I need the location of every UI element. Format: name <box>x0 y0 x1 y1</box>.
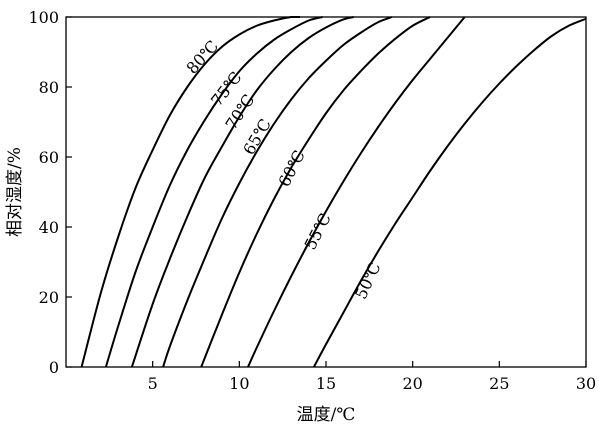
y-tick-label-40: 40 <box>39 218 59 237</box>
x-axis-title: 温度/℃ <box>297 405 356 425</box>
x-tick-label-15: 15 <box>316 374 336 393</box>
x-tick-label-10: 10 <box>229 374 249 393</box>
series-label-50c: 50℃ <box>351 259 384 302</box>
curve-65c <box>162 16 393 368</box>
y-axis-title: 相对湿度/% <box>5 147 25 237</box>
curve-50c <box>312 17 587 368</box>
y-tick-label-100: 100 <box>28 8 59 27</box>
y-tick-label-0: 0 <box>49 358 59 377</box>
axes: 5 10 15 20 25 30 0 20 40 60 80 100 <box>28 8 596 393</box>
y-tick-label-80: 80 <box>39 78 59 97</box>
x-tick-label-5: 5 <box>148 374 158 393</box>
curve-60c <box>200 16 431 368</box>
x-tick-label-30: 30 <box>576 374 596 393</box>
x-tick-label-20: 20 <box>402 374 422 393</box>
curves <box>80 16 587 368</box>
curve-55c <box>247 16 466 368</box>
plot-frame <box>65 16 587 368</box>
y-tick-label-60: 60 <box>39 148 59 167</box>
y-tick-label-20: 20 <box>39 288 59 307</box>
series-labels: 80℃75℃70℃65℃60℃55℃50℃ <box>182 36 384 302</box>
series-label-60c: 60℃ <box>274 147 308 190</box>
curve-80c <box>80 16 300 368</box>
series-label-80c: 80℃ <box>182 36 222 77</box>
curve-75c <box>104 16 323 368</box>
series-label-55c: 55℃ <box>300 210 334 253</box>
curve-70c <box>130 16 354 368</box>
x-tick-label-25: 25 <box>489 374 509 393</box>
